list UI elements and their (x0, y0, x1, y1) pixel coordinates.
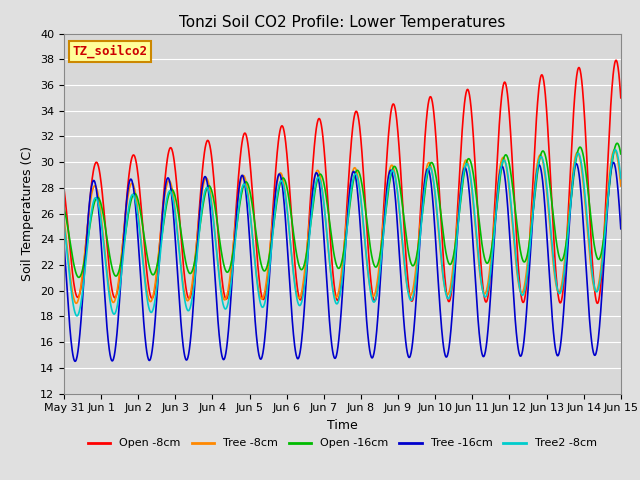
X-axis label: Time: Time (327, 419, 358, 432)
Open -16cm (614, 141, 621, 146)
Open -16cm (617, 151, 625, 157)
Open -16cm (75, 275, 83, 280)
Open -8cm (551, 251, 559, 257)
Open -16cm (171, 192, 179, 198)
Tree -16cm (171, 228, 179, 234)
Line: Open -8cm: Open -8cm (64, 60, 621, 303)
Line: Open -16cm: Open -16cm (64, 144, 621, 277)
Tree -16cm (72, 359, 79, 364)
Open -8cm (246, 161, 254, 167)
Tree2 -8cm (429, 175, 437, 181)
Tree -16cm (429, 202, 437, 208)
Tree -8cm (246, 213, 254, 219)
Y-axis label: Soil Temperatures (C): Soil Temperatures (C) (22, 146, 35, 281)
Tree2 -8cm (74, 313, 81, 319)
Tree2 -8cm (502, 161, 509, 167)
Tree -8cm (184, 298, 192, 303)
Tree2 -8cm (612, 147, 620, 153)
Tree -16cm (60, 241, 68, 247)
Line: Tree2 -8cm: Tree2 -8cm (64, 150, 621, 316)
Open -8cm (170, 159, 178, 165)
Tree2 -8cm (184, 308, 192, 313)
Text: TZ_soilco2: TZ_soilco2 (72, 44, 147, 58)
Tree2 -8cm (60, 222, 68, 228)
Tree -8cm (72, 300, 80, 306)
Tree2 -8cm (551, 272, 559, 277)
Tree -8cm (551, 276, 559, 281)
Open -8cm (429, 102, 436, 108)
Tree2 -8cm (171, 207, 179, 213)
Open -8cm (594, 300, 602, 306)
Tree -16cm (246, 250, 254, 255)
Tree2 -8cm (246, 215, 254, 220)
Tree -16cm (502, 183, 509, 189)
Line: Tree -8cm: Tree -8cm (64, 150, 621, 303)
Open -16cm (246, 192, 254, 197)
Open -16cm (551, 228, 559, 234)
Tree -8cm (429, 176, 437, 181)
Tree -8cm (502, 162, 509, 168)
Open -16cm (429, 161, 437, 167)
Open -8cm (617, 95, 625, 101)
Tree -8cm (617, 183, 625, 189)
Open -8cm (60, 186, 68, 192)
Tree -8cm (60, 215, 68, 221)
Tree -8cm (171, 203, 179, 208)
Title: Tonzi Soil CO2 Profile: Lower Temperatures: Tonzi Soil CO2 Profile: Lower Temperatur… (179, 15, 506, 30)
Line: Tree -16cm: Tree -16cm (64, 162, 621, 361)
Open -16cm (502, 152, 509, 158)
Open -8cm (184, 294, 191, 300)
Legend: Open -8cm, Tree -8cm, Open -16cm, Tree -16cm, Tree2 -8cm: Open -8cm, Tree -8cm, Open -16cm, Tree -… (84, 434, 601, 453)
Tree -16cm (551, 343, 559, 349)
Tree2 -8cm (617, 176, 625, 181)
Tree -8cm (611, 147, 618, 153)
Tree -16cm (617, 226, 625, 232)
Open -8cm (502, 80, 509, 86)
Tree -16cm (610, 159, 618, 165)
Open -8cm (612, 58, 620, 63)
Open -16cm (60, 205, 68, 211)
Tree -16cm (184, 353, 192, 359)
Open -16cm (184, 268, 192, 274)
